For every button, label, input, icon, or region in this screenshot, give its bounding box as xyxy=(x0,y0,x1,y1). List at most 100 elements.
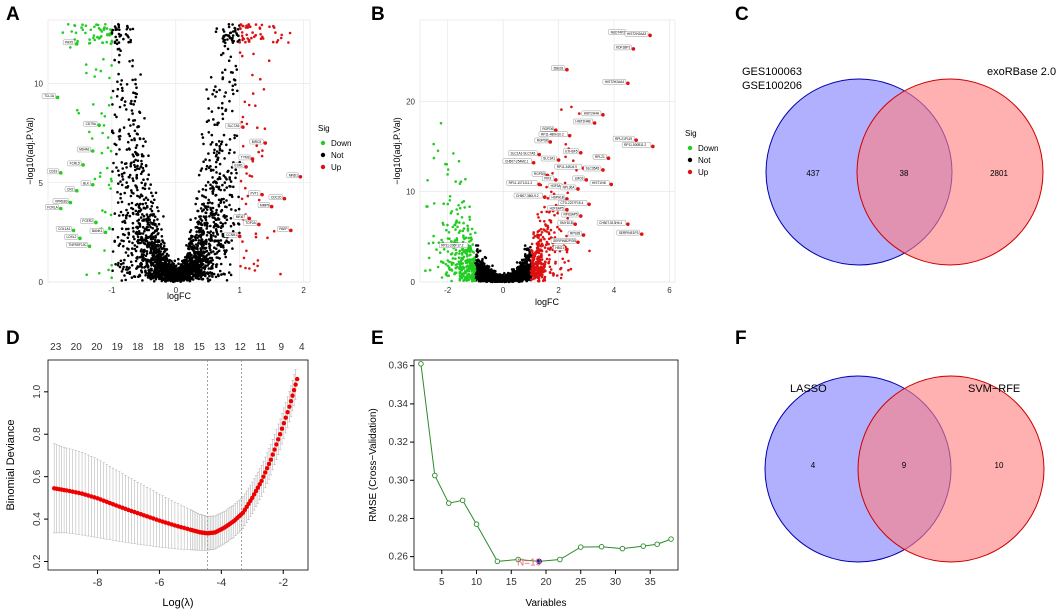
gene-label: TNFRSF13C xyxy=(68,243,87,247)
point-not xyxy=(204,158,207,161)
point-not xyxy=(194,235,197,238)
point-not xyxy=(116,235,120,239)
point-down xyxy=(439,121,443,125)
point-up xyxy=(549,228,553,232)
point-down-labeled xyxy=(87,244,92,249)
point-not xyxy=(193,251,197,255)
point-not xyxy=(149,183,152,186)
point-not xyxy=(518,261,522,264)
point-down xyxy=(426,179,429,182)
point-not xyxy=(222,174,226,177)
point-not xyxy=(152,242,156,245)
point-down xyxy=(106,166,109,170)
point-not xyxy=(142,169,145,172)
point-up xyxy=(244,186,247,190)
point-up xyxy=(251,73,254,77)
point-down xyxy=(107,104,111,107)
point-not xyxy=(135,175,138,179)
point-down xyxy=(460,216,464,219)
point-up xyxy=(241,115,245,119)
point-not xyxy=(130,138,133,142)
point-not xyxy=(114,28,117,32)
point-not xyxy=(113,25,117,28)
point-down xyxy=(451,257,455,260)
point-not xyxy=(231,84,235,88)
point-not xyxy=(130,102,133,106)
point-not xyxy=(197,190,201,193)
point-not xyxy=(215,171,218,174)
gene-label: MMP9 xyxy=(260,203,269,207)
point-not xyxy=(146,236,149,239)
point-not xyxy=(224,41,227,45)
point-up xyxy=(251,92,255,95)
point-up xyxy=(545,210,548,214)
point-down-labeled xyxy=(78,236,82,241)
point-not xyxy=(161,239,164,242)
point-up xyxy=(250,175,254,178)
point-not xyxy=(162,256,166,259)
point-not xyxy=(136,227,139,230)
panel-letter-b: B xyxy=(371,4,385,25)
point-not xyxy=(199,250,203,253)
point-not xyxy=(119,262,123,266)
point-not xyxy=(115,115,118,119)
point-not xyxy=(116,87,120,91)
gene-label: COL1A1 xyxy=(58,227,70,231)
point-up xyxy=(545,257,549,261)
point-not xyxy=(147,187,151,190)
point-up xyxy=(540,242,544,246)
point-not xyxy=(481,265,484,268)
point-up xyxy=(261,35,264,39)
point-down xyxy=(102,124,106,127)
point-up-labeled xyxy=(247,216,252,221)
point-not xyxy=(223,68,227,72)
point-not xyxy=(221,71,224,74)
point-not xyxy=(224,255,227,259)
point-down xyxy=(442,202,446,205)
point-down xyxy=(440,276,444,279)
point-not xyxy=(119,34,122,37)
point-not xyxy=(227,271,231,274)
point-not xyxy=(211,192,215,195)
point-not xyxy=(228,148,232,152)
point-not xyxy=(212,118,215,121)
point-up xyxy=(575,169,578,172)
point-not xyxy=(524,278,528,282)
point-not xyxy=(200,167,204,170)
point-not xyxy=(119,83,123,86)
point-up xyxy=(537,255,541,258)
point-not xyxy=(215,27,219,30)
point-not xyxy=(212,250,215,253)
point-not xyxy=(138,167,141,170)
point-not xyxy=(219,242,223,246)
point-not xyxy=(190,247,193,251)
point-not xyxy=(163,249,167,253)
point-not xyxy=(154,258,157,261)
point-up xyxy=(248,174,252,177)
point-not xyxy=(134,168,137,172)
point-not xyxy=(209,183,212,187)
point-not xyxy=(131,78,134,82)
point-up xyxy=(244,40,247,44)
point-down xyxy=(66,23,70,26)
point-up xyxy=(556,211,559,215)
point-not xyxy=(139,73,142,76)
point-not xyxy=(503,272,506,275)
point-not xyxy=(120,79,123,82)
point-up xyxy=(566,217,569,220)
gene-label: TYMS xyxy=(241,156,250,160)
point-down-labeled xyxy=(68,200,73,205)
point-not xyxy=(127,36,130,39)
point-not xyxy=(202,142,205,146)
point-not xyxy=(132,179,135,183)
point-not xyxy=(117,72,120,76)
point-not xyxy=(155,272,159,275)
point-not xyxy=(204,184,208,187)
point-not xyxy=(205,88,208,91)
point-up xyxy=(240,197,244,201)
point-not xyxy=(233,134,236,137)
point-up xyxy=(256,259,260,262)
point-not xyxy=(231,71,234,74)
point-up xyxy=(540,210,543,214)
